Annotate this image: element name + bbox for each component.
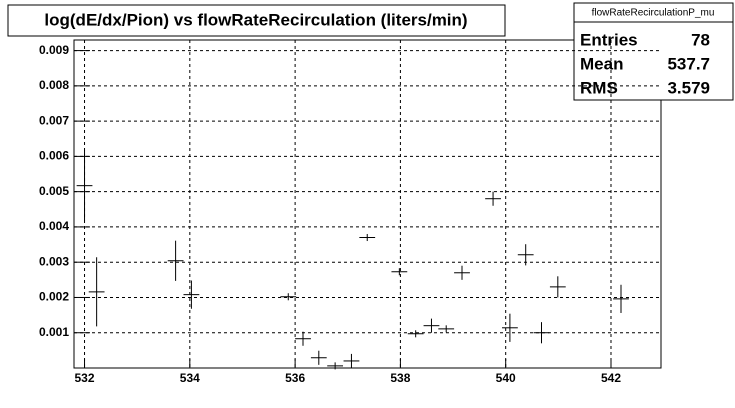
y-tick-label: 0.003 [39, 254, 69, 268]
x-tick-label: 540 [496, 371, 516, 385]
y-tick-label: 0.001 [39, 325, 69, 339]
stats-box [573, 2, 734, 101]
stats-label: Mean [580, 54, 623, 73]
y-tick-label: 0.005 [39, 184, 69, 198]
stats-value: 537.7 [667, 54, 710, 73]
chart-title: log(dE/dx/Pion) vs flowRateRecirculation… [44, 10, 467, 29]
y-tick-label: 0.009 [39, 43, 69, 57]
title-box [7, 4, 506, 37]
x-tick-label: 536 [285, 371, 305, 385]
stats-title: flowRateRecirculationP_mu [592, 8, 715, 19]
stats-label: Entries [580, 30, 638, 49]
stats-value: 3.579 [667, 78, 710, 97]
y-tick-label: 0.007 [39, 113, 69, 127]
x-tick-label: 532 [75, 371, 95, 385]
stats-label: RMS [580, 78, 618, 97]
y-tick-label: 0.008 [39, 78, 69, 92]
x-tick-label: 534 [180, 371, 200, 385]
x-tick-label: 538 [390, 371, 410, 385]
y-tick-label: 0.006 [39, 149, 69, 163]
y-tick-label: 0.004 [39, 219, 69, 233]
y-tick-label: 0.002 [39, 290, 69, 304]
stats-value: 78 [691, 30, 710, 49]
x-tick-label: 542 [601, 371, 621, 385]
plot-frame [73, 39, 662, 369]
